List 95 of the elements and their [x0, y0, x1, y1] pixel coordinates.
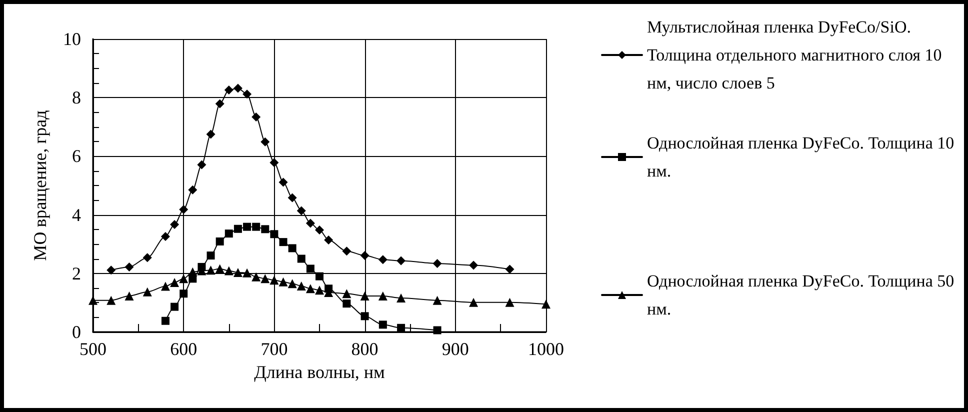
point	[224, 230, 233, 238]
point	[170, 278, 180, 287]
point	[124, 291, 134, 300]
point	[160, 282, 170, 291]
x-tick-label: 600	[170, 339, 198, 359]
x-tick-label: 900	[442, 339, 469, 359]
point	[296, 282, 306, 290]
point	[306, 218, 315, 228]
point	[260, 137, 270, 146]
point	[215, 99, 224, 108]
point	[297, 254, 306, 263]
point	[469, 298, 478, 307]
point	[142, 287, 152, 296]
point	[324, 236, 334, 244]
point	[261, 225, 270, 234]
point	[279, 238, 288, 246]
point	[433, 326, 442, 334]
point	[278, 277, 288, 286]
y-tick-label: 2	[72, 263, 81, 284]
point	[206, 266, 216, 275]
point	[252, 112, 261, 122]
point	[288, 193, 297, 202]
point	[296, 206, 306, 216]
legend-label: Однослойная пленка DyFeCo. Толщина 50 нм.	[647, 272, 954, 318]
point	[179, 205, 188, 214]
point	[252, 272, 261, 282]
x-tick-label: 700	[260, 339, 288, 359]
point	[342, 289, 352, 298]
point	[170, 220, 180, 229]
point	[505, 298, 514, 307]
y-tick-label: 6	[72, 146, 81, 166]
point	[160, 232, 170, 241]
point	[106, 266, 116, 275]
legend-label: Мультислойная пленка DyFeCo/SiO. Толщина отдельного магнитного слоя 10 нм, число слоев 5	[647, 18, 942, 92]
point	[360, 291, 370, 300]
point	[315, 226, 324, 235]
point	[252, 222, 260, 231]
point	[206, 130, 216, 139]
point	[243, 222, 252, 231]
point	[469, 260, 478, 270]
y-tick-label: 10	[63, 29, 81, 49]
point	[224, 266, 234, 276]
point	[306, 284, 315, 294]
point	[396, 256, 406, 266]
point	[432, 296, 442, 305]
point	[206, 252, 215, 260]
point	[188, 185, 198, 194]
point	[179, 274, 188, 284]
point	[342, 300, 351, 308]
point	[288, 279, 297, 288]
x-axis-title: Длина волны, нм	[254, 362, 385, 382]
y-tick-label: 0	[72, 322, 81, 342]
point	[124, 262, 134, 272]
point	[170, 302, 179, 311]
point	[378, 320, 387, 329]
point	[378, 255, 388, 264]
point	[260, 274, 270, 284]
point	[278, 178, 288, 187]
point	[306, 264, 314, 273]
point	[242, 90, 252, 99]
x-tick-label: 800	[351, 339, 378, 359]
point	[142, 253, 152, 262]
point	[106, 296, 116, 305]
point	[242, 268, 252, 278]
x-tick-label: 1000	[528, 339, 564, 359]
point	[197, 160, 206, 170]
point	[432, 258, 442, 268]
point	[270, 276, 279, 285]
point	[378, 291, 388, 300]
y-axis-title: МО вращение, град	[30, 110, 50, 261]
point	[505, 264, 514, 274]
point	[161, 316, 170, 325]
point	[233, 84, 242, 93]
point	[397, 324, 406, 332]
point	[216, 237, 224, 246]
point	[396, 294, 406, 303]
point	[315, 286, 324, 295]
point	[316, 272, 324, 280]
point	[270, 230, 278, 238]
point	[360, 251, 370, 260]
point	[342, 246, 352, 256]
point	[188, 267, 198, 276]
legend-label: Однослойная пленка DyFeCo. Толщина 10 нм.	[647, 134, 954, 180]
point	[224, 85, 234, 94]
point	[288, 244, 296, 252]
point	[234, 224, 242, 233]
point	[180, 290, 188, 298]
x-tick-label: 500	[80, 339, 106, 359]
point	[270, 158, 279, 168]
point	[542, 300, 550, 309]
y-tick-label: 8	[72, 88, 81, 108]
point	[233, 268, 242, 278]
point	[215, 264, 224, 274]
y-tick-label: 4	[72, 204, 81, 225]
point	[360, 312, 369, 320]
